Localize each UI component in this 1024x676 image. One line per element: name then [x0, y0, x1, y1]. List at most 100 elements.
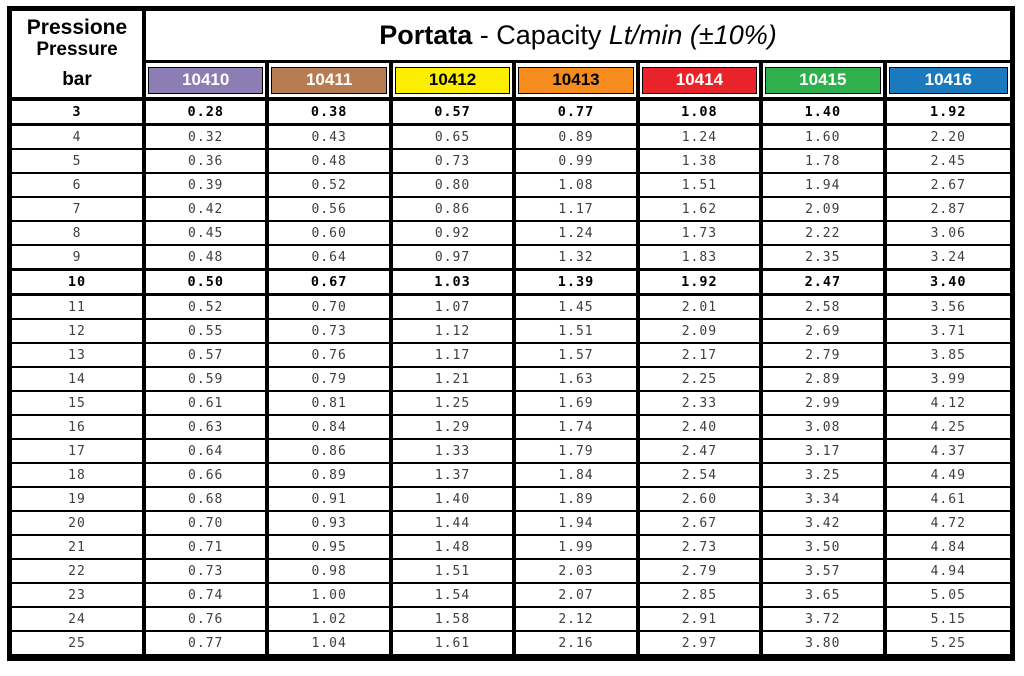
flow-value-cell: 1.78 [763, 150, 887, 174]
flow-value-cell: 4.25 [886, 416, 1010, 440]
product-code-row: 10410 10411 10412 10413 10414 10415 10416 [12, 63, 1010, 101]
flow-value-cell: 2.58 [763, 296, 887, 320]
flow-value-cell: 0.70 [269, 296, 393, 320]
flow-value-cell: 0.81 [269, 392, 393, 416]
table-row: 17 0.64 0.86 1.33 1.79 2.47 3.17 4.37 [12, 440, 1010, 464]
flow-value-cell: 3.56 [886, 296, 1010, 320]
flow-value-cell: 0.66 [146, 464, 270, 488]
flow-value-cell: 0.86 [269, 440, 393, 464]
table-row: 3 0.28 0.38 0.57 0.77 1.08 1.40 1.92 [12, 101, 1010, 126]
flow-value-cell: 2.25 [639, 368, 764, 392]
flow-value-cell: 0.73 [146, 560, 270, 584]
flow-value-cell: 0.76 [146, 608, 270, 632]
flow-value-cell: 0.61 [146, 392, 270, 416]
flow-value-cell: 1.25 [392, 392, 517, 416]
flow-value-cell: 2.69 [763, 320, 887, 344]
flow-value-cell: 2.73 [639, 536, 764, 560]
table-row: 21 0.71 0.95 1.48 1.99 2.73 3.50 4.84 [12, 536, 1010, 560]
flow-value-cell: 0.89 [516, 126, 640, 150]
pressure-header-cell: Pressione Pressure bar [12, 11, 146, 101]
flow-value-cell: 2.16 [516, 632, 640, 656]
flow-value-cell: 0.32 [146, 126, 270, 150]
product-code-cell: 10416 [886, 63, 1010, 101]
table-row: 20 0.70 0.93 1.44 1.94 2.67 3.42 4.72 [12, 512, 1010, 536]
flow-value-cell: 0.39 [146, 174, 270, 198]
table-row: 24 0.76 1.02 1.58 2.12 2.91 3.72 5.15 [12, 608, 1010, 632]
product-code-chip: 10413 [518, 66, 634, 94]
flow-value-cell: 3.99 [886, 368, 1010, 392]
flow-value-cell: 0.68 [146, 488, 270, 512]
flow-value-cell: 2.45 [886, 150, 1010, 174]
table-row: 11 0.52 0.70 1.07 1.45 2.01 2.58 3.56 [12, 296, 1010, 320]
flow-value-cell: 3.34 [763, 488, 887, 512]
table-row: 7 0.42 0.56 0.86 1.17 1.62 2.09 2.87 [12, 198, 1010, 222]
table-row: 22 0.73 0.98 1.51 2.03 2.79 3.57 4.94 [12, 560, 1010, 584]
product-code-cell: 10411 [269, 63, 393, 101]
flow-value-cell: 2.35 [763, 246, 887, 271]
flow-value-cell: 1.45 [516, 296, 640, 320]
flow-value-cell: 0.48 [269, 150, 393, 174]
flow-value-cell: 0.76 [269, 344, 393, 368]
flow-value-cell: 1.12 [392, 320, 517, 344]
pressure-value-cell: 12 [12, 320, 146, 344]
flow-value-cell: 2.67 [886, 174, 1010, 198]
flow-value-cell: 1.02 [269, 608, 393, 632]
flow-value-cell: 1.74 [516, 416, 640, 440]
flow-value-cell: 1.79 [516, 440, 640, 464]
flow-value-cell: 1.94 [516, 512, 640, 536]
flow-value-cell: 2.03 [516, 560, 640, 584]
table-row: 13 0.57 0.76 1.17 1.57 2.17 2.79 3.85 [12, 344, 1010, 368]
product-code-chip: 10414 [641, 66, 758, 94]
table-header: Pressione Pressure bar Portata - Capacit… [12, 11, 1010, 101]
product-code-chip: 10411 [271, 66, 387, 94]
flow-value-cell: 1.92 [639, 271, 764, 296]
flow-value-cell: 1.24 [516, 222, 640, 246]
flow-value-cell: 1.08 [639, 101, 764, 126]
flow-value-cell: 0.71 [146, 536, 270, 560]
flow-value-cell: 0.65 [392, 126, 517, 150]
table-row: 5 0.36 0.48 0.73 0.99 1.38 1.78 2.45 [12, 150, 1010, 174]
flow-value-cell: 0.50 [146, 271, 270, 296]
flow-value-cell: 1.21 [392, 368, 517, 392]
flow-value-cell: 0.55 [146, 320, 270, 344]
flow-value-cell: 2.89 [763, 368, 887, 392]
flow-value-cell: 0.86 [392, 198, 517, 222]
table-row: 16 0.63 0.84 1.29 1.74 2.40 3.08 4.25 [12, 416, 1010, 440]
flow-value-cell: 3.06 [886, 222, 1010, 246]
flow-value-cell: 0.93 [269, 512, 393, 536]
flow-value-cell: 0.92 [392, 222, 517, 246]
flow-value-cell: 1.92 [886, 101, 1010, 126]
flow-value-cell: 2.47 [639, 440, 764, 464]
pressure-header-inner: Pressione Pressure bar [12, 11, 142, 97]
table-title: Portata - Capacity Lt/min (±10%) [146, 11, 1010, 64]
flow-value-cell: 5.15 [886, 608, 1010, 632]
flow-value-cell: 3.40 [886, 271, 1010, 296]
flow-value-cell: 1.58 [392, 608, 517, 632]
table-row: 23 0.74 1.00 1.54 2.07 2.85 3.65 5.05 [12, 584, 1010, 608]
flow-value-cell: 1.17 [392, 344, 517, 368]
flow-value-cell: 2.79 [639, 560, 764, 584]
flow-value-cell: 4.72 [886, 512, 1010, 536]
product-code-cell: 10410 [146, 63, 270, 101]
flow-value-cell: 1.04 [269, 632, 393, 656]
flow-value-cell: 2.60 [639, 488, 764, 512]
table-row: 15 0.61 0.81 1.25 1.69 2.33 2.99 4.12 [12, 392, 1010, 416]
flow-value-cell: 0.64 [269, 246, 393, 271]
title-capacity: - Capacity [472, 20, 609, 51]
pressure-value-cell: 6 [12, 174, 146, 198]
flow-value-cell: 0.56 [269, 198, 393, 222]
flow-value-cell: 0.84 [269, 416, 393, 440]
flow-value-cell: 1.62 [639, 198, 764, 222]
flow-value-cell: 1.37 [392, 464, 517, 488]
flow-value-cell: 4.61 [886, 488, 1010, 512]
flow-value-cell: 1.08 [516, 174, 640, 198]
flow-value-cell: 0.45 [146, 222, 270, 246]
table-row: 25 0.77 1.04 1.61 2.16 2.97 3.80 5.25 [12, 632, 1010, 656]
flow-value-cell: 0.63 [146, 416, 270, 440]
flow-value-cell: 3.65 [763, 584, 887, 608]
flow-value-cell: 1.29 [392, 416, 517, 440]
title-portata: Portata [379, 20, 473, 51]
pressure-value-cell: 4 [12, 126, 146, 150]
flow-value-cell: 2.67 [639, 512, 764, 536]
